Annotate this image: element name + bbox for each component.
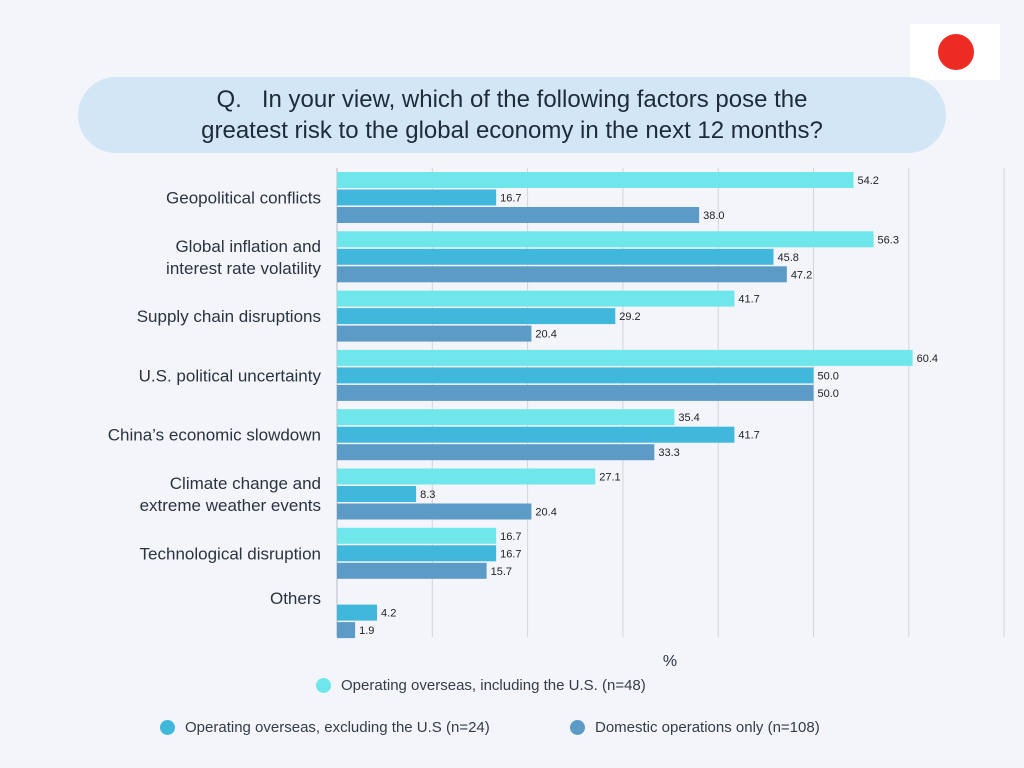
bar-6-0 xyxy=(337,527,497,544)
category-label-4-0: China’s economic slowdown xyxy=(108,426,321,445)
legend-item-0: Operating overseas, including the U.S. (… xyxy=(316,677,646,694)
bar-1-2 xyxy=(337,266,787,283)
value-label-4-1: 41.7 xyxy=(738,430,759,442)
bar-6-1 xyxy=(337,545,497,562)
category-label-1-0: Global inflation and xyxy=(175,237,321,256)
value-label-1-2: 47.2 xyxy=(791,269,812,281)
value-label-4-2: 33.3 xyxy=(658,447,679,459)
legend-label-1: Operating overseas, excluding the U.S (n… xyxy=(185,719,490,736)
value-label-4-0: 35.4 xyxy=(678,412,699,424)
category-label-7-0: Others xyxy=(270,589,321,608)
bar-5-0 xyxy=(337,468,596,485)
value-label-3-0: 60.4 xyxy=(917,353,938,365)
category-label-3-0: U.S. political uncertainty xyxy=(139,366,322,385)
bar-0-0 xyxy=(337,172,854,188)
japan-flag xyxy=(910,24,1000,80)
bar-4-2 xyxy=(337,444,655,461)
bar-2-1 xyxy=(337,308,616,325)
legend-item-2: Domestic operations only (n=108) xyxy=(570,719,820,736)
bar-3-0 xyxy=(337,349,913,366)
value-label-5-1: 8.3 xyxy=(420,489,435,501)
bar-7-2 xyxy=(337,622,356,639)
bar-0-2 xyxy=(337,207,700,223)
value-label-7-2: 1.9 xyxy=(359,625,374,637)
bar-2-0 xyxy=(337,290,735,307)
legend-swatch-1 xyxy=(160,720,175,735)
value-label-2-1: 29.2 xyxy=(619,311,640,323)
value-label-5-2: 20.4 xyxy=(535,507,556,519)
bar-7-1 xyxy=(337,604,378,621)
question-banner: Q. In your view, which of the following … xyxy=(78,77,946,153)
value-label-0-0: 54.2 xyxy=(858,175,879,187)
category-label-2-0: Supply chain disruptions xyxy=(137,307,321,326)
question-line-2: greatest risk to the global economy in t… xyxy=(201,117,823,144)
bar-1-0 xyxy=(337,231,874,248)
category-label-1-1: interest rate volatility xyxy=(166,259,321,278)
legend-swatch-0 xyxy=(316,678,331,693)
value-label-6-0: 16.7 xyxy=(500,531,521,543)
bar-1-1 xyxy=(337,248,774,265)
bar-4-0 xyxy=(337,409,675,426)
legend-item-1: Operating overseas, excluding the U.S (n… xyxy=(160,719,490,736)
value-label-2-0: 41.7 xyxy=(738,294,759,306)
value-label-0-1: 16.7 xyxy=(500,193,521,205)
flag-red-disc-icon xyxy=(938,34,974,70)
x-axis-label: % xyxy=(663,653,677,670)
legend-swatch-2 xyxy=(570,720,585,735)
value-label-1-0: 56.3 xyxy=(878,234,899,246)
bar-5-1 xyxy=(337,486,417,502)
bar-5-2 xyxy=(337,503,532,520)
category-label-6-0: Technological disruption xyxy=(140,544,321,563)
category-label-5-0: Climate change and xyxy=(170,474,321,493)
question-line-1: Q. In your view, which of the following … xyxy=(216,86,808,113)
value-label-2-2: 20.4 xyxy=(535,329,556,341)
value-label-6-1: 16.7 xyxy=(500,548,521,560)
value-label-6-2: 15.7 xyxy=(491,566,512,578)
bar-0-1 xyxy=(337,189,497,206)
value-label-7-1: 4.2 xyxy=(381,608,396,620)
legend-label-2: Domestic operations only (n=108) xyxy=(595,719,820,736)
category-label-5-1: extreme weather events xyxy=(140,496,321,515)
category-label-0-0: Geopolitical conflicts xyxy=(166,189,321,208)
bar-2-2 xyxy=(337,325,532,342)
value-label-5-0: 27.1 xyxy=(599,472,620,484)
bar-4-1 xyxy=(337,426,735,443)
value-label-0-2: 38.0 xyxy=(703,210,724,222)
bar-3-1 xyxy=(337,367,814,384)
value-label-1-1: 45.8 xyxy=(777,252,798,264)
value-label-3-1: 50.0 xyxy=(818,370,839,382)
bar-3-2 xyxy=(337,384,814,401)
value-label-3-2: 50.0 xyxy=(818,388,839,400)
bar-6-2 xyxy=(337,562,487,579)
legend-label-0: Operating overseas, including the U.S. (… xyxy=(341,677,646,694)
